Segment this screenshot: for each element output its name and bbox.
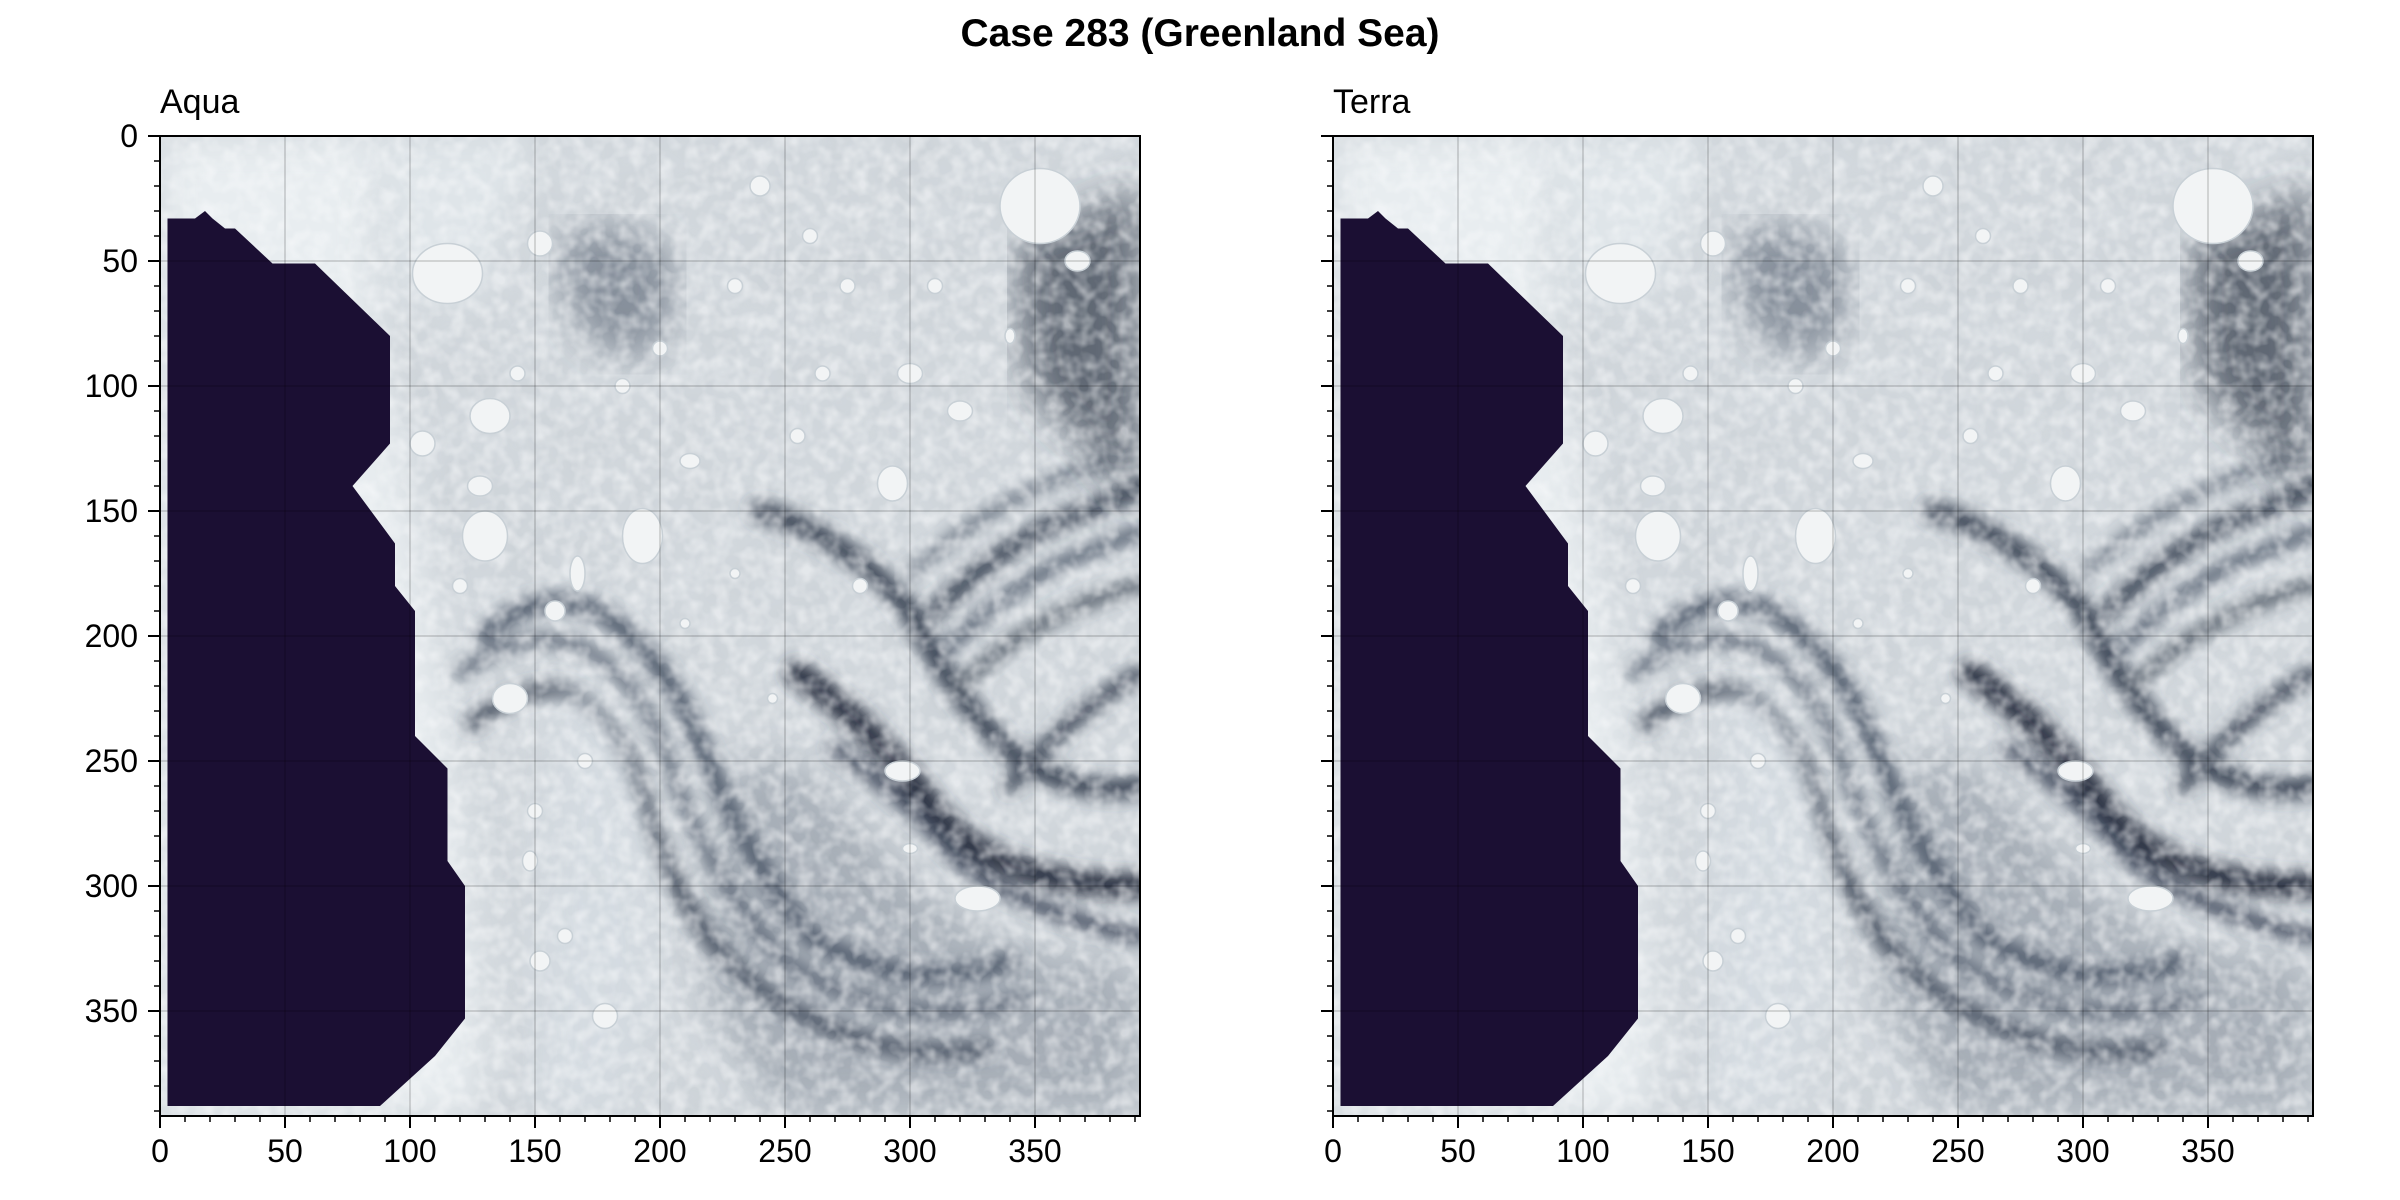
y-axis (1321, 135, 1333, 1112)
x-tick-label: 0 (151, 1133, 169, 1169)
axes-frame (1332, 135, 2314, 1117)
y-tick-label: 0 (120, 118, 138, 154)
x-tick-label: 50 (1440, 1133, 1476, 1169)
y-tick-label: 300 (85, 868, 138, 904)
x-tick-label: 250 (758, 1133, 811, 1169)
y-axis: 0 50 100 150 200 250 300 350 (85, 118, 160, 1112)
y-tick-label: 200 (85, 618, 138, 654)
x-tick-label: 300 (2056, 1133, 2109, 1169)
x-tick-label: 350 (1008, 1133, 1061, 1169)
panel-title: Aqua (160, 83, 239, 121)
x-tick-label: 150 (508, 1133, 561, 1169)
x-tick-label: 250 (1931, 1133, 1984, 1169)
axes-frame (159, 135, 1141, 1117)
y-tick-label: 350 (85, 993, 138, 1029)
panel-terra: Terra 0 50 100 150 200 250 300 350 (1321, 83, 2314, 1169)
x-tick-label: 0 (1324, 1133, 1342, 1169)
y-tick-label: 150 (85, 493, 138, 529)
x-tick-label: 100 (1556, 1133, 1609, 1169)
panel-title: Terra (1333, 83, 1411, 121)
y-tick-label: 100 (85, 368, 138, 404)
satellite-image (1333, 136, 2313, 1116)
x-tick-label: 100 (383, 1133, 436, 1169)
x-tick-label: 350 (2181, 1133, 2234, 1169)
panel-aqua: Aqua 0 50 100 150 200 250 300 350 0 50 100 150 200 2… (85, 83, 1141, 1169)
x-tick-label: 150 (1681, 1133, 1734, 1169)
x-tick-label: 200 (633, 1133, 686, 1169)
x-tick-label: 50 (267, 1133, 303, 1169)
x-tick-label: 200 (1806, 1133, 1859, 1169)
x-tick-label: 300 (883, 1133, 936, 1169)
y-tick-label: 250 (85, 743, 138, 779)
satellite-image (160, 136, 1140, 1116)
x-axis: 0 50 100 150 200 250 300 350 (151, 1116, 1136, 1169)
y-tick-label: 50 (102, 243, 138, 279)
x-axis: 0 50 100 150 200 250 300 350 (1324, 1116, 2309, 1169)
figure-title: Case 283 (Greenland Sea) (960, 12, 1440, 55)
